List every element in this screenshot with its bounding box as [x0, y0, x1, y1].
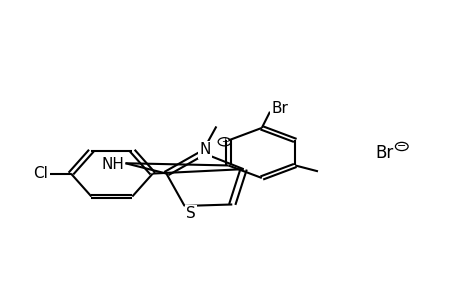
Text: +: + — [220, 137, 228, 146]
Text: S: S — [186, 206, 196, 221]
Text: NH: NH — [101, 157, 124, 172]
Text: Br: Br — [271, 101, 288, 116]
Text: Cl: Cl — [33, 166, 48, 181]
Text: Br: Br — [375, 144, 393, 162]
Text: N: N — [199, 142, 210, 158]
Text: −: − — [396, 142, 406, 152]
